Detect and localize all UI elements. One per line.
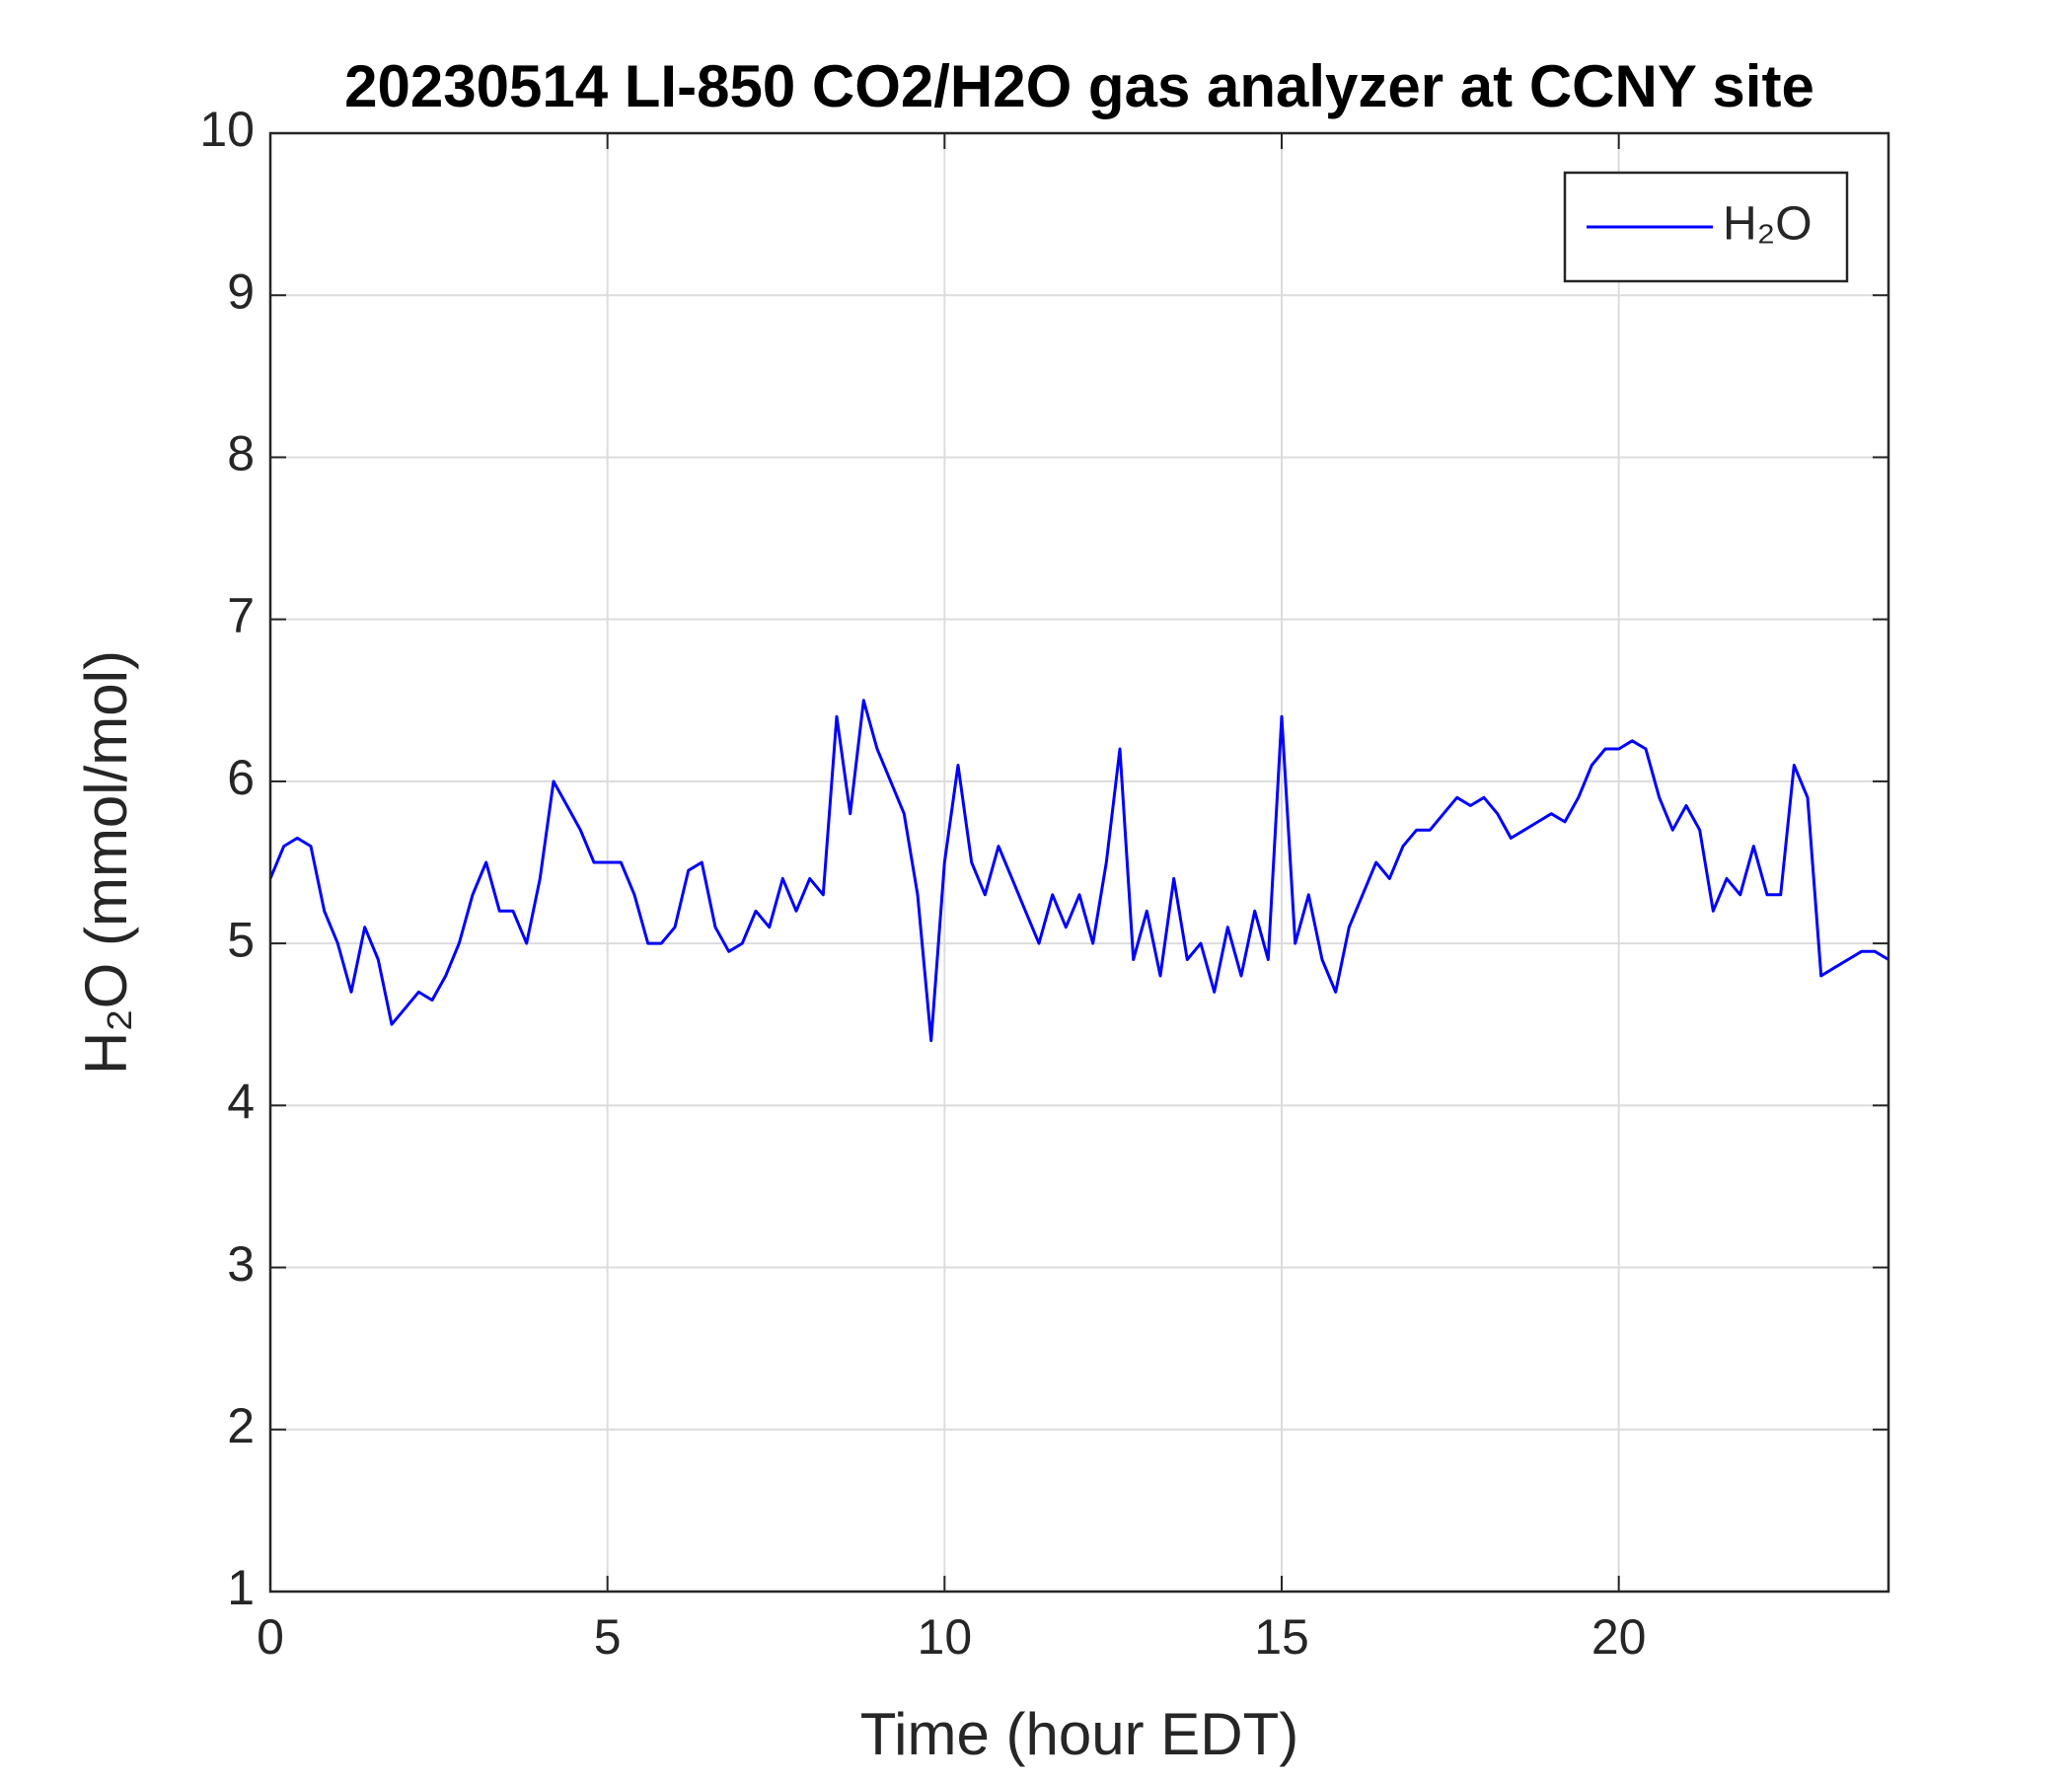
y-tick-label: 7 <box>227 588 255 643</box>
y-tick-label: 6 <box>227 750 255 805</box>
data-line <box>268 699 1889 1043</box>
x-axis-label: Time (hour EDT) <box>860 1701 1299 1767</box>
axes-box <box>268 131 1890 1594</box>
y-tick-label: 2 <box>227 1398 255 1453</box>
x-tick-label: 5 <box>594 1609 622 1665</box>
y-tick-label: 10 <box>199 102 255 157</box>
plot-area <box>270 133 1888 1592</box>
x-tick-label: 0 <box>257 1609 284 1665</box>
y-tick-label: 5 <box>227 912 255 967</box>
chart-title: 20230514 LI-850 CO2/H2O gas analyzer at … <box>344 53 1814 119</box>
x-tick-label: 15 <box>1254 1609 1309 1665</box>
legend-label: H₂O <box>1723 198 1813 251</box>
y-axis-label: H₂O (mmol/mol) <box>73 650 139 1075</box>
x-tick-label: 10 <box>918 1609 973 1665</box>
y-tick-label: 8 <box>227 426 255 482</box>
y-tick-label: 4 <box>227 1075 255 1130</box>
x-tick-label: 20 <box>1591 1609 1647 1665</box>
y-tick-label: 9 <box>227 263 255 319</box>
y-tick-label: 1 <box>227 1560 255 1615</box>
y-tick-label: 3 <box>227 1236 255 1292</box>
